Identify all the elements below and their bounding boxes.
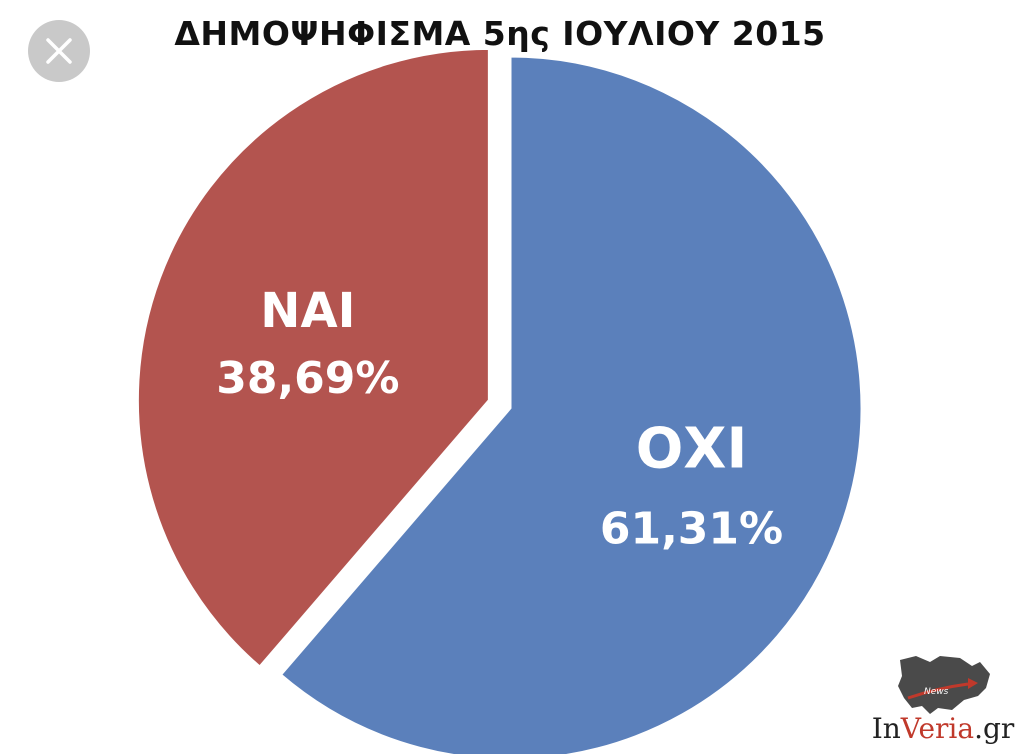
close-button[interactable] bbox=[28, 20, 90, 82]
logo-text-main: In bbox=[871, 712, 901, 745]
logo-text-accent: Veria bbox=[900, 712, 975, 745]
slice-label-nai: ΝΑΙ bbox=[260, 283, 355, 339]
slice-value-nai: 38,69% bbox=[216, 353, 399, 404]
pie-slice-oxi bbox=[278, 54, 864, 754]
map-logo-icon: News bbox=[898, 656, 990, 714]
logo-badge: News bbox=[924, 687, 949, 697]
pie-slice-nai bbox=[135, 46, 491, 670]
chart-title: ΔΗΜΟΨΗΦΙΣΜΑ 5ης ΙΟΥΛΙΟΥ 2015 bbox=[174, 14, 826, 53]
slice-value-oxi: 61,31% bbox=[600, 503, 783, 554]
logo-text: InVeria.gr bbox=[868, 712, 1018, 745]
inveria-logo: News InVeria.gr bbox=[868, 648, 1018, 752]
logo-text-tail: .gr bbox=[974, 712, 1015, 745]
slice-label-oxi: ΟΧΙ bbox=[636, 416, 748, 481]
close-icon bbox=[46, 38, 72, 64]
